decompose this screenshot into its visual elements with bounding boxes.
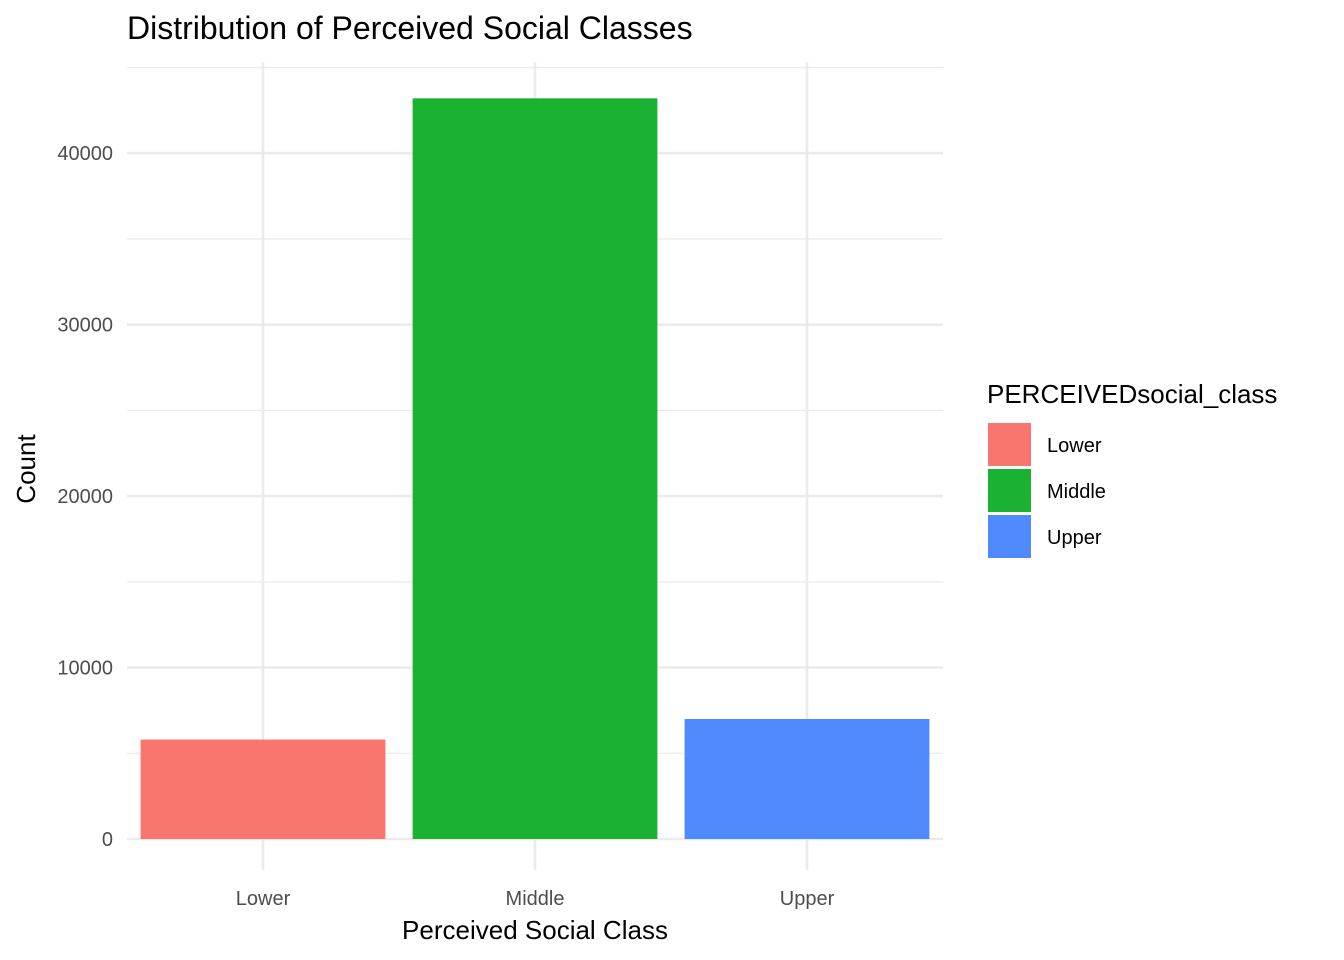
legend-title: PERCEIVEDsocial_class xyxy=(987,379,1277,409)
x-axis-tick-labels: Lower Middle Upper xyxy=(236,888,835,910)
x-tick-label-upper: Upper xyxy=(780,888,835,910)
y-tick-label-40000: 40000 xyxy=(57,143,113,165)
y-axis-title: Count xyxy=(11,434,41,504)
legend-key-lower xyxy=(988,423,1031,466)
y-tick-label-20000: 20000 xyxy=(57,486,113,508)
x-tick-label-lower: Lower xyxy=(236,888,291,910)
legend: PERCEIVEDsocial_class Lower Middle Upper xyxy=(987,379,1277,558)
y-tick-label-10000: 10000 xyxy=(57,658,113,680)
legend-label-upper: Upper xyxy=(1047,527,1102,549)
bar-upper xyxy=(684,718,930,839)
bar-lower xyxy=(140,739,386,839)
bars xyxy=(140,98,930,839)
legend-key-upper xyxy=(988,515,1031,558)
legend-items: Lower Middle Upper xyxy=(988,423,1106,558)
x-axis-title: Perceived Social Class xyxy=(402,915,668,945)
bar-middle xyxy=(412,98,658,839)
y-axis-tick-labels: 0 10000 20000 30000 40000 xyxy=(57,143,113,851)
legend-label-lower: Lower xyxy=(1047,435,1102,457)
y-tick-label-0: 0 xyxy=(102,829,113,851)
legend-label-middle: Middle xyxy=(1047,481,1106,503)
y-tick-label-30000: 30000 xyxy=(57,315,113,337)
chart-title: Distribution of Perceived Social Classes xyxy=(127,10,693,46)
x-tick-label-middle: Middle xyxy=(506,888,565,910)
legend-key-middle xyxy=(988,469,1031,512)
